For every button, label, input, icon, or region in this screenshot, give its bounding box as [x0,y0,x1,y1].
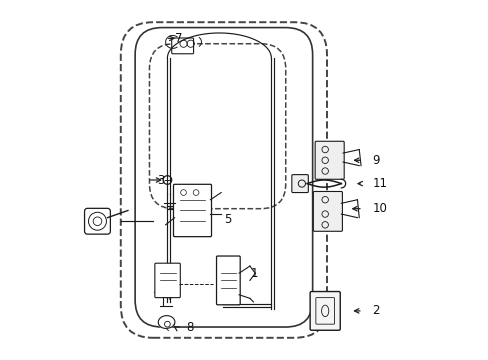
FancyBboxPatch shape [155,263,180,298]
FancyBboxPatch shape [171,38,193,54]
FancyBboxPatch shape [309,292,340,330]
Text: 6: 6 [94,215,101,228]
Text: 7: 7 [175,32,183,45]
Text: 5: 5 [223,213,231,226]
FancyBboxPatch shape [313,192,342,231]
Text: 11: 11 [372,177,386,190]
Text: 9: 9 [372,154,379,167]
Text: 2: 2 [372,305,379,318]
FancyBboxPatch shape [291,175,308,193]
FancyBboxPatch shape [314,141,344,179]
FancyBboxPatch shape [173,184,211,237]
FancyBboxPatch shape [216,256,240,305]
FancyBboxPatch shape [84,208,110,234]
Text: 3: 3 [157,174,164,186]
Text: 8: 8 [185,321,193,334]
Text: 4: 4 [164,290,172,303]
Text: 10: 10 [372,202,386,215]
Polygon shape [158,316,175,328]
Text: 1: 1 [250,267,258,280]
